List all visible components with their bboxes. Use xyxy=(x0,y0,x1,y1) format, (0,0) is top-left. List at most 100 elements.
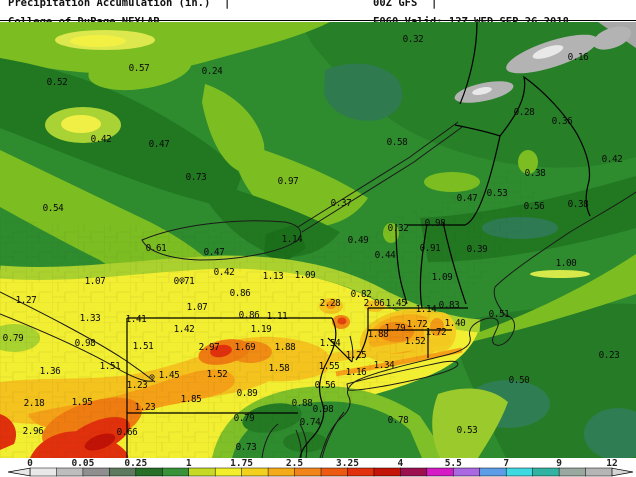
precip-value-label: 1.45 xyxy=(159,370,180,381)
colorbar-segment xyxy=(347,467,375,477)
precip-value-label: 0.83 xyxy=(439,300,460,311)
precip-value-label: 1.79 xyxy=(385,323,406,334)
precip-value-label: 1.33 xyxy=(80,313,101,324)
colorbar-segment xyxy=(188,467,216,477)
precip-value-label: 0.91 xyxy=(420,243,441,254)
colorbar-segment xyxy=(558,467,587,477)
precip-value-label: 0.24 xyxy=(202,66,224,77)
colorbar-segment xyxy=(532,467,560,477)
colorbar-tick-label: 1.75 xyxy=(230,458,253,469)
precip-value-label: 0.16 xyxy=(568,52,589,63)
colorbar-segment xyxy=(82,467,111,477)
precip-value-label: 1.07 xyxy=(85,276,106,287)
colorbar-tick-label: 4 xyxy=(398,458,404,469)
precip-value-label: 2.06 xyxy=(364,298,385,309)
precip-value-label: 1.88 xyxy=(368,329,389,340)
colorbar-tick-label: 7 xyxy=(503,458,509,469)
precip-value-label: 1.07 xyxy=(187,302,208,313)
precip-value-label: 0.53 xyxy=(457,425,478,436)
precip-value-label: 0.56 xyxy=(524,201,545,212)
precip-value-label: 0.88 xyxy=(292,398,313,409)
precip-value-label: 1.14 xyxy=(282,234,304,245)
precip-value-label: 0.47 xyxy=(204,247,225,258)
precip-value-label: 0.66 xyxy=(117,427,138,438)
colorbar-segment xyxy=(162,467,190,477)
colorbar-tick-label: 12 xyxy=(606,458,617,469)
precip-value-label: 0.79 xyxy=(234,413,255,424)
precip-value-label: 1.16 xyxy=(346,367,367,378)
precip-value-label: 0.97 xyxy=(278,176,299,187)
colorbar: 0 0.05 0.25 1 1.75 2.5 3.25 4 5.5 7 9 12 xyxy=(0,458,636,477)
colorbar-segment xyxy=(214,467,243,477)
precip-value-label: 0.57 xyxy=(129,63,150,74)
precip-value-label: 1.42 xyxy=(174,324,195,335)
colorbar-tick-label: 0.25 xyxy=(124,458,147,469)
precip-value-label: 0.98 xyxy=(425,218,446,229)
coastlines xyxy=(0,121,636,458)
value-labels: 0.52 0.57 0.42 0.47 0.24 0.32 0.58 0.16 0.28 0.36… xyxy=(3,34,623,453)
precip-value-label: 0.52 xyxy=(47,77,68,88)
precip-value-label: 0.42 xyxy=(214,267,235,278)
precip-value-label: 0.37 xyxy=(331,198,352,209)
precip-value-label: 2.28 xyxy=(320,298,341,309)
precip-value-label: 0.39 xyxy=(467,244,488,255)
precip-value-label: 0.47 xyxy=(149,139,170,150)
precip-value-label: 1.09 xyxy=(295,270,316,281)
precip-value-label: 0.78 xyxy=(388,415,409,426)
county-lines xyxy=(0,170,540,458)
precip-value-label: 1.52 xyxy=(405,336,426,347)
product-title: Precipitation Accumulation (in.) xyxy=(8,0,211,9)
precip-value-label: 0.89 xyxy=(237,388,258,399)
title-bar: Precipitation Accumulation (in.) | Colle… xyxy=(0,0,636,28)
precip-value-label: 0.49 xyxy=(348,235,369,246)
colorbar-segment xyxy=(135,467,163,477)
colorbar-segment xyxy=(29,467,58,477)
colorbar-scale: 0 0.05 0.25 1 1.75 2.5 3.25 4 5.5 7 9 12 xyxy=(7,458,634,477)
precip-value-label: 1.95 xyxy=(72,397,93,408)
colorbar-tick-label: 9 xyxy=(556,458,562,469)
precip-value-label: 0.50 xyxy=(509,375,530,386)
precip-value-label: 1.51 xyxy=(100,361,121,372)
colorbar-segment xyxy=(426,467,454,477)
colorbar-tick-label: 0 xyxy=(27,458,33,469)
precip-value-label: 1.52 xyxy=(207,369,228,380)
colorbar-segment xyxy=(56,467,84,477)
city-markers xyxy=(149,277,185,380)
precip-value-label: 1.51 xyxy=(133,341,154,352)
colorbar-segment xyxy=(585,467,613,477)
colorbar-overflow-arrow xyxy=(611,467,634,477)
precip-value-label: 0.71 xyxy=(174,276,195,287)
colorbar-segment xyxy=(294,467,322,477)
precip-value-label: 0.86 xyxy=(230,288,251,299)
precip-value-label: 0.82 xyxy=(351,289,372,300)
precip-value-label: 0.54 xyxy=(43,203,65,214)
precip-value-label: 1.88 xyxy=(275,342,296,353)
precip-value-label: 1.40 xyxy=(445,318,466,329)
colorbar-segment xyxy=(373,467,402,477)
separator: | xyxy=(223,0,231,9)
precip-value-label: 0.32 xyxy=(388,223,409,234)
map-canvas: 0.52 0.57 0.42 0.47 0.24 0.32 0.58 0.16 0.28 0.36… xyxy=(0,22,636,458)
colorbar-segment xyxy=(109,467,137,477)
precip-value-label: 0.51 xyxy=(489,309,510,320)
precip-value-label: 0.38 xyxy=(525,168,546,179)
colorbar-tick-label: 1 xyxy=(186,458,192,469)
precip-value-label: 2.96 xyxy=(23,426,44,437)
colorbar-segment xyxy=(505,467,534,477)
precip-value-label: 1.14 xyxy=(416,304,438,315)
colorbar-tick-label: 5.5 xyxy=(445,458,462,469)
precip-value-label: 1.54 xyxy=(320,338,342,349)
precip-value-label: 0.32 xyxy=(403,34,424,45)
precip-value-label: 0.53 xyxy=(487,188,508,199)
precip-value-label: 1.41 xyxy=(126,314,147,325)
colorbar-segment xyxy=(320,467,349,477)
precip-value-label: 0.73 xyxy=(236,442,257,453)
separator: | xyxy=(430,0,438,9)
precip-value-label: 1.25 xyxy=(346,350,367,361)
precip-value-label: 1.00 xyxy=(556,258,577,269)
colorbar-tick-label: 3.25 xyxy=(336,458,359,469)
precip-value-label: 1.58 xyxy=(269,363,290,374)
precip-value-label: 1.69 xyxy=(235,342,256,353)
precip-value-label: 0.73 xyxy=(186,172,207,183)
precip-value-label: 1.34 xyxy=(374,360,396,371)
